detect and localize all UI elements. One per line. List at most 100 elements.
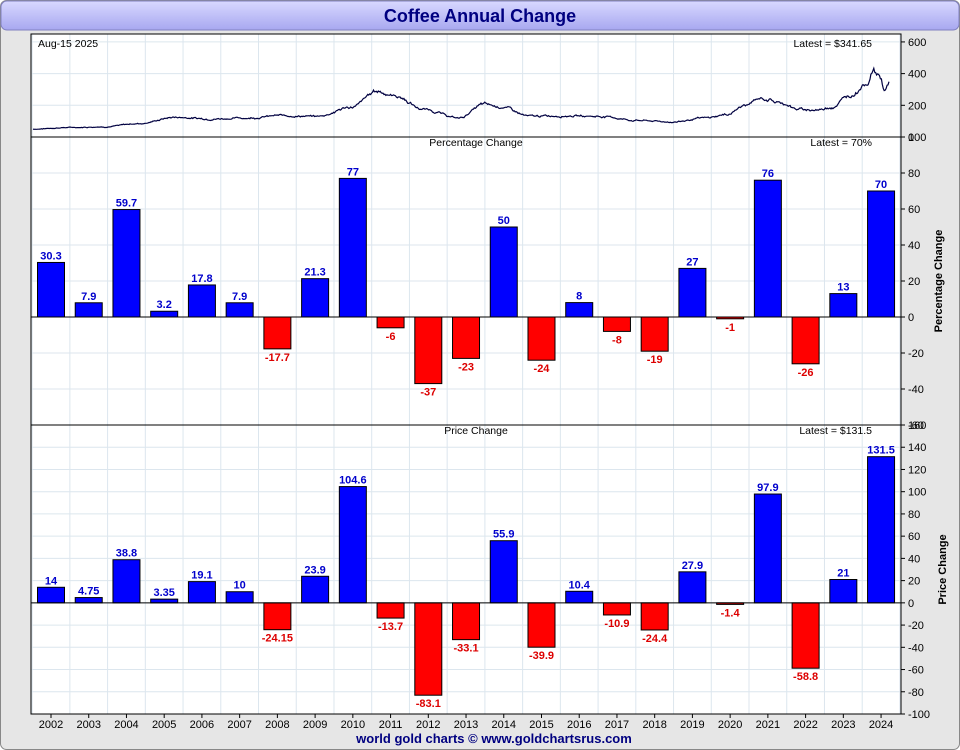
chg-bar-2023 [829,579,858,604]
pct-data-label: 17.8 [191,273,212,285]
chg-ytick-label: 120 [908,464,926,476]
chg-bar-2017 [602,602,631,616]
chg-bar-2005 [150,598,179,604]
price-ytick-label: 400 [908,69,926,81]
chg-data-label: 3.35 [153,587,174,599]
footer-credit: world gold charts © www.goldchartsrus.co… [355,731,632,746]
pct-ytick-label: 60 [908,204,920,216]
pct-data-label: -37 [420,387,436,399]
chg-ytick-label: 60 [908,531,920,543]
pct-data-label: -24 [534,363,551,375]
chg-ytick-label: 100 [908,487,926,499]
pct-ytick-label: -40 [908,384,924,396]
chg-bar-2006 [187,581,216,604]
pct-bar-2005 [150,310,179,318]
chg-y-axis-title: Price Change [937,534,949,604]
chg-data-label: 19.1 [191,570,212,582]
chg-data-label: -39.9 [529,650,554,662]
chg-bar-2022 [791,602,820,669]
pct-bar-2007 [225,302,254,318]
pct-bar-2006 [187,284,216,318]
chg-data-label: -24.15 [262,633,293,645]
chg-bar-2013 [452,602,481,641]
chg-data-label: -83.1 [416,698,441,710]
chg-data-label: 97.9 [757,482,778,494]
pct-data-label: -8 [612,334,622,346]
pct-data-label: 76 [762,168,774,180]
pct-data-label: -26 [798,367,814,379]
chg-bar-2004 [112,559,141,604]
chg-bar-2002 [37,586,65,604]
x-tick-label-2009: 2009 [303,719,327,731]
chg-bar-2003 [74,597,103,604]
chg-data-label: 23.9 [304,564,325,576]
pct-ytick-label: -20 [908,348,924,360]
pct-data-label: 3.2 [157,299,172,311]
chg-bar-2016 [565,590,594,604]
x-tick-label-2006: 2006 [190,719,214,731]
chg-bar-2021 [753,493,782,604]
percentage-change-panel: -60-40-2002040608010030.37.959.73.217.87… [31,132,945,432]
x-tick-label-2021: 2021 [756,719,780,731]
pct-bar-2017 [602,316,631,332]
pct-data-label: -6 [386,331,396,343]
chg-ytick-label: 40 [908,553,920,565]
x-tick-label-2011: 2011 [379,719,403,731]
pct-bar-2014 [489,226,518,318]
x-tick-label-2007: 2007 [227,719,251,731]
pct-bar-2018 [640,316,669,352]
pct-data-label: 13 [837,282,849,294]
x-tick-label-2022: 2022 [793,719,817,731]
pct-y-axis-title: Percentage Change [933,230,945,333]
x-tick-label-2003: 2003 [76,719,100,731]
title-bar [0,0,960,31]
chg-bar-2011 [376,602,405,619]
chg-data-label: 38.8 [116,548,137,560]
price-change-panel: -100 -80 -60 -40 -20 0 20 40 60 80 100 120 140 160 14 4… [31,420,949,721]
pct-bar-2024 [867,190,896,318]
pct-data-label: 59.7 [116,198,137,210]
pct-data-label: -23 [458,361,474,373]
price-line-panel: 0 200 400 600 Aug-15 2025 Latest = $341.65 [32,37,926,144]
chg-data-label: 10 [234,580,246,592]
price-date-label: Aug-15 2025 [38,38,98,50]
pct-bar-2010 [338,177,367,318]
pct-bar-2012 [414,316,443,385]
price-latest-label: Latest = $341.65 [793,38,872,50]
chg-latest-label: Latest = $131.5 [799,425,872,437]
pct-data-label: 7.9 [232,291,247,303]
pct-ytick-label: -60 [908,420,924,432]
chg-ytick-label: -60 [908,665,924,677]
pct-ytick-label: 0 [908,312,914,324]
pct-bar-2003 [74,302,103,318]
chg-data-label: -10.9 [604,618,629,630]
pct-bar-2008 [263,316,292,350]
chg-bar-2015 [527,602,556,648]
x-tick-label-2015: 2015 [529,719,553,731]
pct-bar-2022 [791,316,820,365]
chg-bar-2009 [301,575,330,604]
chg-ytick-label: 20 [908,576,920,588]
chg-ytick-label: -100 [908,709,930,721]
chg-data-label: 4.75 [78,586,99,598]
chg-data-label: 21 [837,568,849,580]
chg-bar-2019 [678,571,707,604]
chg-ytick-label: 80 [908,509,920,521]
chg-data-label: 131.5 [867,445,895,457]
x-axis: 2002 2003 2004 2005 2006 2007 2008 2009 2010 2011… [39,714,893,731]
x-tick-label-2004: 2004 [114,719,138,731]
chg-ytick-label: -40 [908,642,924,654]
chg-data-label: 14 [45,575,58,587]
pct-data-label: 70 [875,179,887,191]
chg-data-label: -58.8 [793,671,818,683]
chg-bar-2007 [225,591,254,604]
x-tick-label-2002: 2002 [39,719,63,731]
x-tick-label-2012: 2012 [416,719,440,731]
pct-bar-2004 [112,209,141,318]
pct-bar-2021 [753,179,782,318]
x-tick-label-2005: 2005 [152,719,176,731]
price-ytick-label: 600 [908,37,926,49]
x-tick-label-2020: 2020 [718,719,742,731]
chg-ytick-label: 140 [908,442,926,454]
